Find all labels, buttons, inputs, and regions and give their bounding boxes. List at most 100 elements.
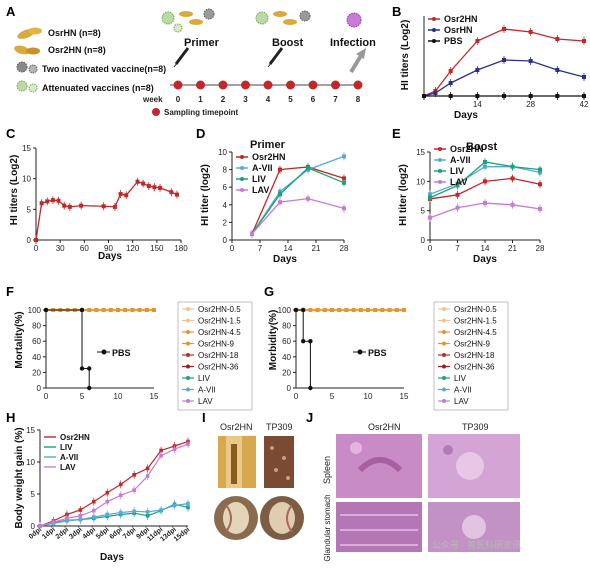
legend-label: LAV (450, 177, 467, 187)
x-tick-label: 7 (258, 244, 263, 253)
x-tick-label: 3dpi (68, 526, 84, 541)
y-tick-label: 5 (421, 207, 426, 216)
y-tick-label: 0 (31, 522, 36, 531)
panel-i-col-osr2hn: Osr2HN (220, 422, 253, 432)
chart-f: 0 5 10 15 0 20 40 60 80 100 Osr2HN-0.5 Osr2HN-1.5 Os… (28, 301, 253, 411)
legend-marker (438, 169, 442, 173)
data-point (342, 176, 346, 181)
data-point (145, 510, 150, 514)
sampling-dot (331, 80, 340, 90)
x-tick-label: 15 (150, 392, 159, 401)
data-point (555, 37, 560, 41)
data-point (448, 81, 453, 85)
data-point (538, 206, 542, 211)
legend-label: LAV (60, 463, 76, 472)
legend-marker (442, 353, 446, 357)
y-tick-label: 15 (26, 426, 35, 435)
group-label-inactivated: Two inactivated vaccine(n=8) (42, 64, 166, 74)
week-tick-label: 8 (356, 95, 361, 104)
legend-marker (442, 341, 446, 346)
legend-marker (442, 387, 446, 392)
series-line (423, 59, 585, 97)
data-point (105, 490, 110, 495)
legend-label: OsrHN (444, 25, 473, 35)
intestine-osr2hn-image (218, 436, 256, 488)
data-point (159, 508, 163, 512)
pbs-point (301, 339, 306, 344)
x-tick-label: 6dpi (108, 526, 124, 541)
legend-marker (240, 166, 244, 170)
pbs-point (293, 307, 299, 313)
x-tick-label: 90 (104, 244, 113, 253)
vaccine-point (373, 308, 378, 312)
panel-b-xlabel: Days (454, 110, 478, 121)
histology-spleen-osr2hn (336, 434, 422, 498)
y-tick-label: 0 (27, 236, 32, 245)
vaccine-point (344, 308, 349, 312)
data-point (51, 520, 56, 524)
y-tick-label: 40 (282, 353, 291, 362)
data-point (455, 183, 460, 188)
data-point (582, 39, 586, 43)
pbs-point (308, 339, 313, 344)
pbs-line (296, 309, 311, 388)
y-tick-label: 2 (223, 218, 228, 227)
legend-marker (442, 330, 446, 334)
panel-j-row-stomach: Glandular stomach (323, 494, 332, 561)
legend-label: LIV (454, 374, 467, 383)
legend-marker (186, 318, 190, 323)
data-point (132, 473, 136, 477)
data-point (38, 524, 42, 528)
legend-label: Osr2HN-36 (198, 363, 239, 372)
x-tick-label: 5 (80, 392, 85, 401)
vaccine-point (152, 308, 156, 312)
y-tick-label: 100 (28, 306, 42, 315)
x-tick-label: 0 (34, 244, 39, 253)
y-tick-label: 15 (416, 148, 425, 157)
pbs-point (87, 385, 92, 391)
week-tick-label: 4 (266, 95, 271, 104)
data-point (186, 442, 190, 446)
series-line (39, 503, 189, 527)
legend-label: Osr2HN-1.5 (198, 317, 241, 326)
data-point (483, 164, 487, 169)
series-line (251, 197, 345, 235)
x-tick-label: 180 (174, 244, 188, 253)
data-point (152, 185, 157, 190)
sampling-label: Sampling timepoint (164, 108, 239, 117)
data-point (278, 167, 282, 172)
data-point (528, 30, 533, 34)
week-tick-label: 7 (333, 95, 338, 104)
group-label-osr2hn: Osr2HN (n=8) (48, 45, 106, 55)
data-point (101, 204, 106, 209)
watermark-text: 公众号 · 兽医科研资讯 (432, 539, 521, 550)
data-point (118, 482, 123, 487)
vaccine-point (330, 308, 334, 312)
data-point (433, 91, 438, 95)
x-tick-label: 2dpi (55, 526, 71, 541)
legend-marker (240, 177, 244, 181)
data-point (342, 154, 346, 159)
legend-marker (442, 399, 446, 403)
sampling-dot (286, 80, 295, 90)
y-tick-label: 20 (32, 368, 41, 377)
data-point (502, 27, 506, 31)
legend-label: Osr2HN-9 (454, 340, 491, 349)
panel-j-row-spleen: Spleen (322, 456, 332, 484)
data-point (555, 68, 560, 72)
data-point (483, 179, 487, 184)
panel-g-ylabel: Morbidity(%) (268, 310, 279, 371)
panel-j: J Osr2HN TP309 Spleen Glandular stomach … (306, 410, 521, 562)
legend-marker (442, 318, 446, 323)
sampling-dot (353, 80, 363, 90)
series-line (423, 28, 585, 97)
x-tick-label: 0 (44, 392, 49, 401)
panel-letter-e: E (392, 126, 401, 141)
x-tick-label: 7 (455, 244, 460, 253)
data-point (159, 453, 163, 458)
sampling-dot (241, 80, 250, 90)
data-point (510, 176, 515, 181)
legend-marker (432, 39, 436, 43)
vaccine-point (337, 308, 342, 312)
panel-letter-j: J (306, 410, 313, 425)
